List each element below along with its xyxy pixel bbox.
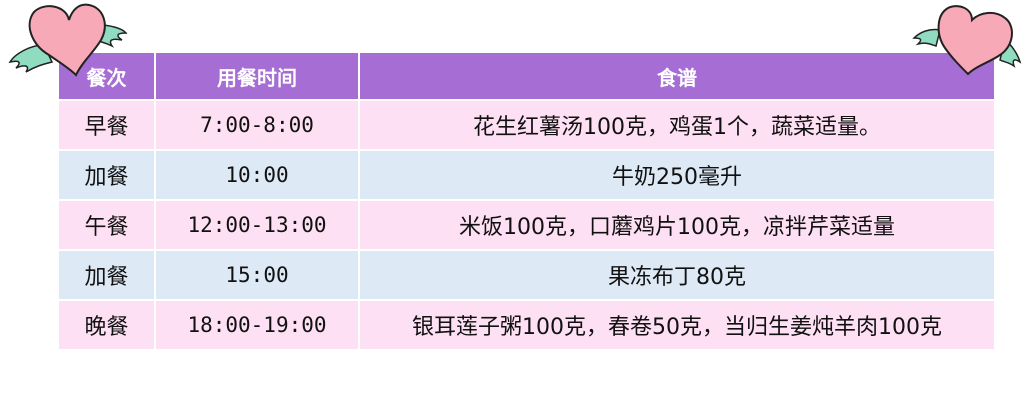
time-cell: 10:00 [156,151,360,201]
table-row: 晚餐 18:00-19:00 银耳莲子粥100克，春卷50克，当归生姜炖羊肉10… [59,301,996,351]
recipe-cell: 花生红薯汤100克，鸡蛋1个，蔬菜适量。 [360,101,996,151]
meal-schedule-table: 餐次 用餐时间 食谱 早餐 7:00-8:00 花生红薯汤100克，鸡蛋1个，蔬… [59,53,996,351]
recipe-cell: 果冻布丁80克 [360,251,996,301]
recipe-cell: 米饭100克，口蘑鸡片100克，凉拌芹菜适量 [360,201,996,251]
meal-cell: 加餐 [59,151,156,201]
time-cell: 18:00-19:00 [156,301,360,351]
table-row: 早餐 7:00-8:00 花生红薯汤100克，鸡蛋1个，蔬菜适量。 [59,101,996,151]
recipe-cell: 牛奶250毫升 [360,151,996,201]
table-row: 加餐 15:00 果冻布丁80克 [59,251,996,301]
time-cell: 7:00-8:00 [156,101,360,151]
table-row: 午餐 12:00-13:00 米饭100克，口蘑鸡片100克，凉拌芹菜适量 [59,201,996,251]
header-time: 用餐时间 [156,53,360,101]
meal-cell: 午餐 [59,201,156,251]
meal-cell: 晚餐 [59,301,156,351]
recipe-cell: 银耳莲子粥100克，春卷50克，当归生姜炖羊肉100克 [360,301,996,351]
table-header-row: 餐次 用餐时间 食谱 [59,53,996,101]
winged-heart-icon [8,3,128,77]
table-row: 加餐 10:00 牛奶250毫升 [59,151,996,201]
header-meal: 餐次 [59,53,156,101]
header-recipe: 食谱 [360,53,996,101]
time-cell: 12:00-13:00 [156,201,360,251]
meal-cell: 加餐 [59,251,156,301]
winged-heart-icon [912,5,1022,76]
time-cell: 15:00 [156,251,360,301]
meal-cell: 早餐 [59,101,156,151]
